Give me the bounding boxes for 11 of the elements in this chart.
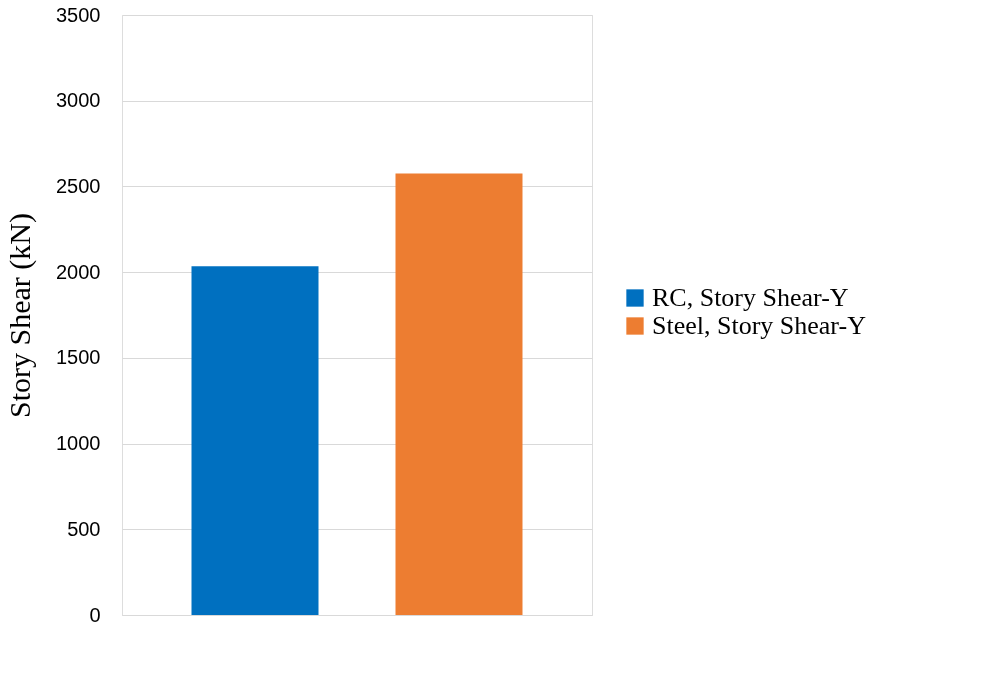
legend-label: Steel, Story Shear-Y bbox=[652, 311, 867, 340]
y-tick-label: 1000 bbox=[56, 432, 101, 455]
y-tick-label: 1500 bbox=[56, 346, 101, 369]
y-tick-label: 2000 bbox=[56, 260, 101, 283]
legend-label: RC, Story Shear-Y bbox=[652, 283, 849, 312]
y-axis-title: Story Shear (kN) bbox=[3, 213, 38, 418]
y-tick-label: 2500 bbox=[56, 174, 101, 197]
y-tick-label: 3000 bbox=[56, 89, 101, 112]
y-tick-label: 0 bbox=[89, 603, 101, 626]
y-tick-label: 3500 bbox=[56, 3, 101, 26]
y-tick-label: 500 bbox=[67, 517, 101, 540]
